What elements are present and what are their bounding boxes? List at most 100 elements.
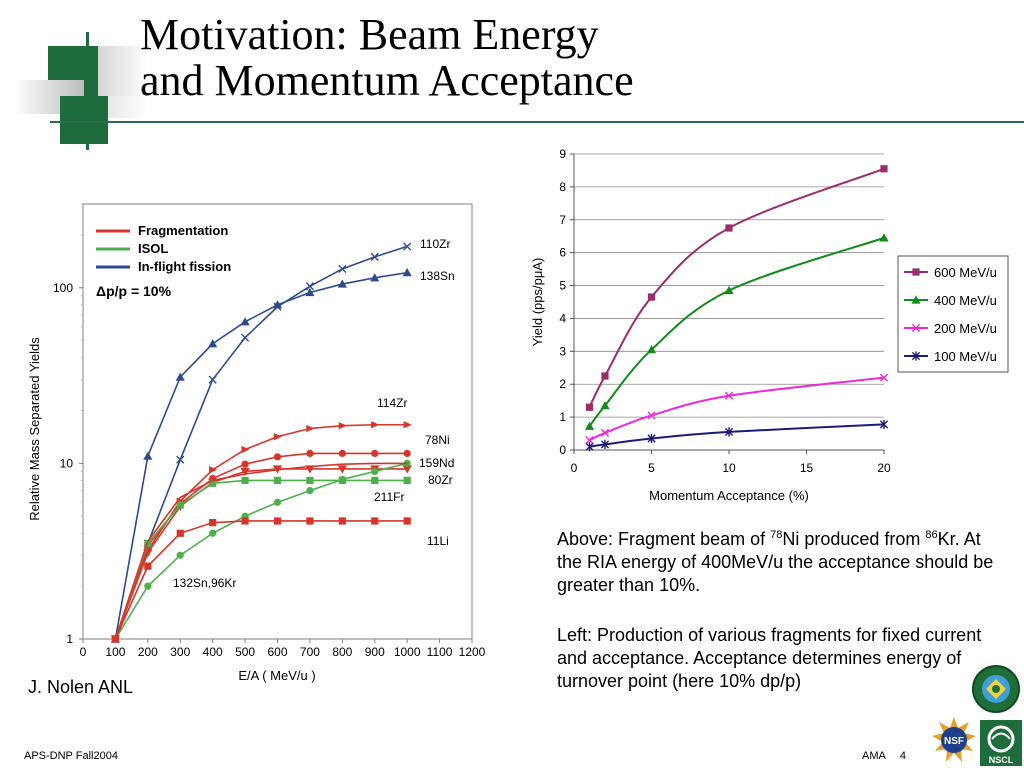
left-paragraph: Left: Production of various fragments fo… (557, 625, 982, 691)
data-point (241, 517, 249, 525)
data-point (371, 449, 379, 458)
series-label: 159Nd (419, 456, 454, 470)
data-point (305, 282, 315, 291)
x-tick-label: 15 (800, 461, 814, 475)
data-point (879, 233, 889, 242)
legend-label: 400 MeV/u (934, 293, 997, 308)
data-point (143, 451, 153, 460)
data-point (144, 562, 152, 570)
y-tick-label: 5 (559, 279, 566, 293)
series-label: 80Zr (428, 473, 453, 487)
data-point (403, 421, 412, 429)
data-point (724, 391, 734, 400)
title-rule (50, 121, 1024, 123)
data-point (402, 465, 412, 474)
series-line (114, 520, 408, 640)
y-tick-label: 100 (53, 281, 73, 295)
nsf-logo-icon: NSF (932, 717, 976, 762)
y-tick-label: 9 (559, 147, 566, 161)
data-point (144, 582, 152, 590)
data-point (272, 300, 283, 309)
y-axis-label: Yield (pps/pμA) (530, 258, 545, 347)
series-line (588, 167, 885, 408)
data-point (585, 442, 594, 452)
deco-square (108, 96, 148, 118)
data-point (402, 268, 412, 277)
series-label: 138Sn (420, 269, 455, 283)
x-tick-label: 100 (105, 645, 125, 659)
data-point (338, 422, 347, 430)
data-point (600, 439, 610, 450)
y-tick-label: 3 (559, 344, 566, 358)
yield-vs-energy-chart: 0 100 200 300 400 500 600 700 800 900 1000 1100 1200… (27, 203, 486, 683)
series-line (114, 468, 408, 640)
data-point (338, 517, 346, 525)
data-point (371, 476, 379, 485)
series-line (114, 245, 408, 640)
above-prefix: Above: Fragment beam of (557, 529, 771, 549)
series-label: 132Sn,96Kr (173, 576, 236, 590)
deco-square (60, 96, 108, 144)
data-point (646, 345, 657, 354)
data-point (403, 517, 411, 525)
data-point (370, 273, 380, 282)
legend-label: 100 MeV/u (934, 349, 997, 364)
x-tick-label: 800 (332, 645, 352, 659)
delta-p-annotation: Δp/p = 10% (96, 283, 172, 299)
x-tick-label: 5 (648, 461, 655, 475)
series-label: 211Fr (374, 490, 404, 504)
above-paragraph: Above: Fragment beam of 78Ni produced fr… (557, 528, 997, 597)
nsf-logo-text: NSF (944, 736, 964, 747)
data-point (273, 453, 282, 461)
x-tick-label: 1000 (394, 645, 421, 659)
data-point (273, 498, 282, 506)
data-point (176, 529, 184, 537)
data-point (240, 467, 250, 477)
legend-marker (911, 351, 921, 361)
title-line-1: Motivation: Beam Energy (140, 10, 599, 59)
data-point (647, 433, 656, 444)
data-point (241, 460, 249, 468)
legend-label: Fragmentation (138, 223, 228, 238)
doe-seal-icon (972, 665, 1020, 713)
data-point (338, 449, 346, 458)
y-tick-label: 8 (559, 180, 566, 194)
series-line (589, 423, 885, 448)
x-axis-label: E/A ( MeV/u ) (238, 668, 315, 683)
y-tick-label: 2 (559, 377, 566, 391)
data-point (585, 436, 594, 445)
x-tick-label: 600 (267, 645, 287, 659)
data-point (176, 455, 185, 464)
x-tick-label: 1200 (459, 645, 486, 659)
data-point (208, 339, 218, 348)
series-label: 11Li (427, 534, 449, 548)
x-tick-label: 700 (300, 645, 320, 659)
x-tick-label: 500 (235, 645, 255, 659)
data-point (241, 445, 250, 454)
nscl-logo-icon: NSCL (980, 720, 1022, 766)
x-tick-label: 300 (170, 645, 190, 659)
data-point (209, 466, 218, 474)
legend-marker (911, 323, 921, 333)
above-sup-86: 86 (925, 529, 938, 541)
data-point (370, 252, 379, 261)
x-tick-label: 0 (571, 461, 578, 475)
data-point (403, 242, 412, 251)
legend-marker (912, 268, 920, 276)
footer-conference: APS-DNP Fall2004 (24, 750, 118, 762)
nscl-logo-text: NSCL (989, 755, 1014, 765)
series-line (114, 462, 408, 640)
x-axis-label: Momentum Acceptance (%) (649, 488, 809, 503)
footer-right: AMA 4 (862, 750, 906, 762)
data-point (273, 433, 283, 441)
legend-label: 600 MeV/u (934, 265, 997, 280)
data-point (209, 529, 217, 537)
series-label: 114Zr (377, 396, 407, 410)
x-tick-label: 10 (722, 461, 736, 475)
data-point (585, 403, 594, 411)
y-axis-label: Relative Mass Separated Yields (27, 337, 42, 521)
x-tick-label: 200 (138, 645, 158, 659)
y-tick-label: 1 (66, 632, 73, 646)
data-point (724, 427, 734, 437)
data-point (209, 519, 217, 527)
